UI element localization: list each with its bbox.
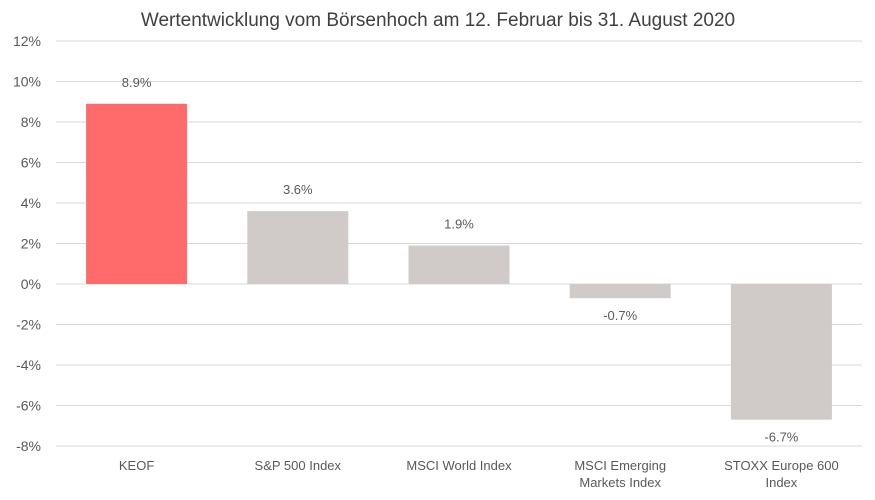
bar xyxy=(730,284,832,420)
data-label: 1.9% xyxy=(444,217,474,232)
y-axis-ticks: 12% 10% 8% 6% 4% 2% 0% -2% -4% -6% -8% xyxy=(13,33,41,454)
chart-title: Wertentwicklung vom Börsenhoch am 12. Fe… xyxy=(141,10,735,31)
y-tick-label: 8% xyxy=(21,114,41,130)
data-label: 3.6% xyxy=(283,182,313,197)
bar xyxy=(86,103,188,285)
y-tick-label: 0% xyxy=(21,276,41,292)
category-label: STOXX Europe 600 xyxy=(724,458,839,473)
y-tick-label: 2% xyxy=(21,236,41,252)
category-label: Markets Index xyxy=(579,475,661,490)
data-label: -0.7% xyxy=(603,308,637,323)
category-labels: KEOF S&P 500 Index MSCI World Index MSCI Em… xyxy=(119,458,839,490)
category-label: Index xyxy=(765,475,797,490)
data-label: 8.9% xyxy=(122,75,152,90)
y-tick-label: 12% xyxy=(13,33,41,49)
category-label: MSCI Emerging xyxy=(574,458,666,473)
bar xyxy=(569,284,671,299)
gridlines xyxy=(56,40,862,447)
y-tick-label: 6% xyxy=(21,155,41,171)
data-label: -6.7% xyxy=(764,430,798,445)
y-tick-label: -8% xyxy=(16,438,41,454)
data-labels: 8.9% 3.6% 1.9% -0.7% -6.7% xyxy=(122,75,799,445)
category-label: KEOF xyxy=(119,458,154,473)
category-label: S&P 500 Index xyxy=(255,458,342,473)
y-tick-label: 10% xyxy=(13,74,41,90)
bar xyxy=(247,211,349,284)
y-tick-label: 4% xyxy=(21,195,41,211)
y-tick-label: -2% xyxy=(16,317,41,333)
bar xyxy=(408,245,510,284)
y-tick-label: -4% xyxy=(16,357,41,373)
bars xyxy=(86,103,832,420)
category-label: MSCI World Index xyxy=(406,458,512,473)
y-tick-label: -6% xyxy=(16,398,41,414)
